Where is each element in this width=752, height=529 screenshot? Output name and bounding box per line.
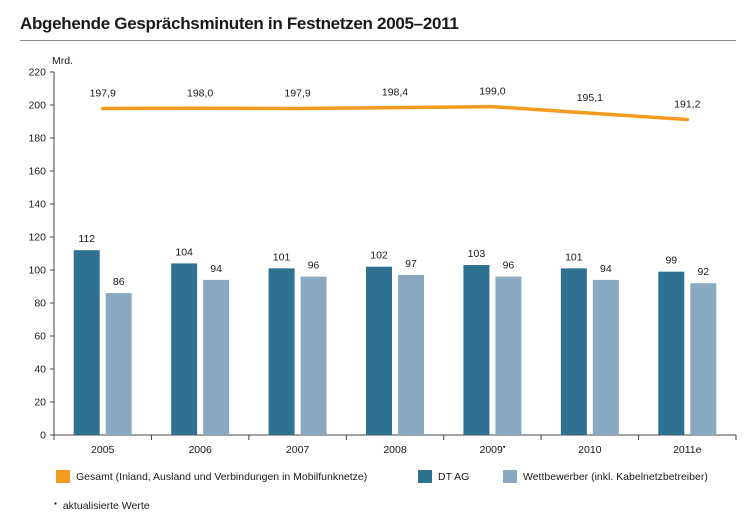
footnote-text: aktualisierte Werte	[62, 500, 150, 512]
data-label-gesamt: 195,1	[577, 92, 603, 104]
data-label-gesamt: 197,9	[90, 87, 116, 99]
legend-item-gesamt: Gesamt (Inland, Ausland und Verbindungen…	[56, 470, 367, 483]
y-axis-unit-label: Mrd.	[52, 55, 73, 67]
data-label-gesamt: 199,0	[479, 86, 505, 98]
bar-wettbewerber-2011e	[690, 283, 717, 435]
x-tick-footnote-marker: ▪	[503, 444, 506, 451]
legend-label-gesamt: Gesamt (Inland, Ausland und Verbindungen…	[76, 470, 368, 483]
data-label-dtag: 99	[665, 255, 677, 267]
x-tick-label: 2009▪	[480, 444, 506, 456]
data-label-dtag: 101	[565, 251, 583, 263]
y-tick-label: 160	[28, 166, 46, 178]
legend-item-wettbewerber: Wettbewerber (inkl. Kabelnetzbetreiber)	[503, 470, 708, 483]
bar-dtag-2011e	[658, 271, 685, 435]
data-label-dtag: 112	[78, 233, 95, 245]
y-tick-label: 20	[34, 397, 46, 409]
x-tick-label: 2005	[91, 444, 115, 456]
bar-wettbewerber-2006	[203, 279, 230, 435]
bar-dtag-2010	[560, 268, 587, 435]
bar-dtag-2007	[268, 268, 295, 435]
data-label-dtag: 103	[468, 248, 486, 260]
y-tick-label: 120	[28, 232, 46, 244]
bar-wettbewerber-2010	[592, 279, 619, 435]
data-label-wettbewerber: 96	[308, 260, 320, 272]
legend-swatch-wettbewerber	[503, 470, 517, 483]
data-label-wettbewerber: 97	[405, 258, 417, 270]
bar-dtag-2005	[73, 250, 100, 435]
bar-dtag-2008	[366, 266, 392, 435]
data-label-dtag: 104	[175, 246, 193, 258]
data-label-gesamt: 198,0	[187, 87, 213, 99]
y-tick-label: 100	[28, 265, 46, 277]
x-tick-label: 2011e	[673, 444, 702, 456]
bar-wettbewerber-2009	[495, 276, 522, 435]
y-tick-label: 200	[28, 100, 46, 112]
data-label-dtag: 102	[370, 250, 388, 262]
x-tick-label: 2007	[286, 444, 310, 456]
bar-dtag-2006	[171, 263, 198, 435]
legend-swatch-gesamt	[56, 470, 70, 483]
y-tick-label: 60	[34, 331, 46, 343]
x-tick-label: 2006	[188, 444, 212, 456]
chart-title: Abgehende Gesprächsminuten in Festnetzen…	[20, 14, 459, 33]
data-label-gesamt: 198,4	[382, 87, 408, 99]
title-divider	[20, 40, 736, 41]
bar-wettbewerber-2008	[398, 274, 424, 435]
y-tick-label: 80	[34, 298, 46, 310]
footnote-marker: ▪	[54, 499, 57, 508]
y-tick-label: 40	[34, 364, 46, 376]
legend-label-wettbewerber: Wettbewerber (inkl. Kabelnetzbetreiber)	[523, 470, 708, 483]
line-gesamt	[100, 104, 690, 122]
legend-swatch-dtag	[418, 470, 432, 483]
x-tick-label: 2008	[383, 444, 407, 456]
data-label-wettbewerber: 94	[210, 263, 222, 275]
data-label-wettbewerber: 96	[503, 260, 515, 272]
bar-wettbewerber-2005	[105, 293, 132, 435]
bar-wettbewerber-2007	[300, 276, 327, 435]
data-label-wettbewerber: 86	[113, 276, 125, 288]
data-label-dtag: 101	[273, 251, 291, 263]
data-label-wettbewerber: 94	[600, 263, 612, 275]
bar-dtag-2009	[463, 265, 490, 435]
y-tick-label: 220	[28, 67, 46, 79]
y-tick-label: 180	[28, 133, 46, 145]
x-tick-label: 2010	[578, 444, 602, 456]
footnote: ▪ aktualisierte Werte	[54, 499, 150, 513]
data-label-wettbewerber: 92	[697, 266, 709, 278]
legend-item-dtag: DT AG	[418, 470, 469, 483]
data-label-gesamt: 191,2	[674, 99, 700, 111]
y-tick-label: 0	[40, 430, 46, 442]
data-label-gesamt: 197,9	[284, 87, 310, 99]
y-tick-label: 140	[28, 199, 46, 211]
legend-label-dtag: DT AG	[438, 470, 470, 483]
